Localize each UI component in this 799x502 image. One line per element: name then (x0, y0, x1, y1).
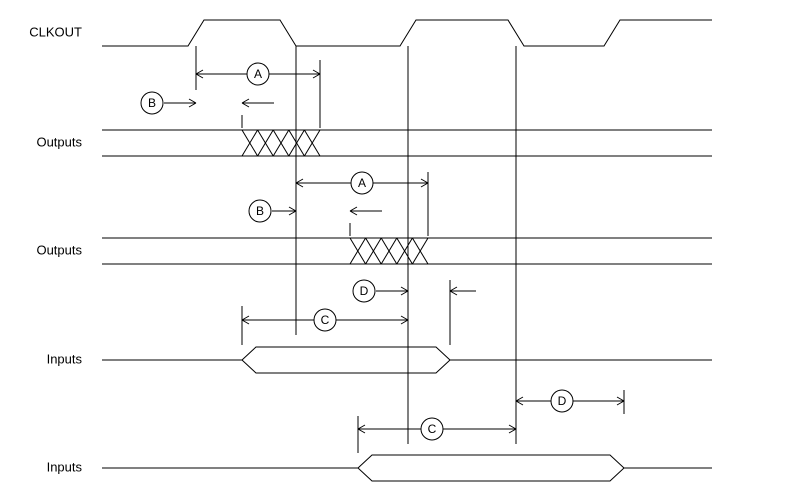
inputs-waveform (102, 347, 712, 373)
dimension-d: D (516, 390, 624, 412)
dimension-b: B (249, 200, 296, 222)
signal-label: CLKOUT (29, 24, 82, 39)
signal-label: Inputs (47, 459, 83, 474)
clkout-waveform (102, 20, 712, 46)
svg-text:C: C (428, 422, 437, 436)
svg-text:A: A (254, 67, 262, 81)
dimension-b: B (141, 92, 196, 114)
signal-label: Outputs (36, 134, 82, 149)
svg-text:B: B (148, 96, 156, 110)
dimension-c: C (242, 309, 408, 331)
svg-text:A: A (358, 176, 366, 190)
outputs-waveform (102, 238, 712, 264)
dimension-d: D (353, 280, 408, 302)
inputs-waveform (102, 455, 712, 481)
dimension-c: C (358, 418, 516, 440)
outputs-waveform (102, 130, 712, 156)
dimension-a: A (196, 63, 320, 85)
svg-text:C: C (321, 313, 330, 327)
svg-text:D: D (558, 394, 567, 408)
signal-label: Outputs (36, 242, 82, 257)
svg-text:D: D (360, 284, 369, 298)
timing-diagram: CLKOUT Outputs Outputs Inputs Inputs A B A B D C D C (0, 0, 799, 502)
signal-label: Inputs (47, 351, 83, 366)
svg-text:B: B (256, 204, 264, 218)
